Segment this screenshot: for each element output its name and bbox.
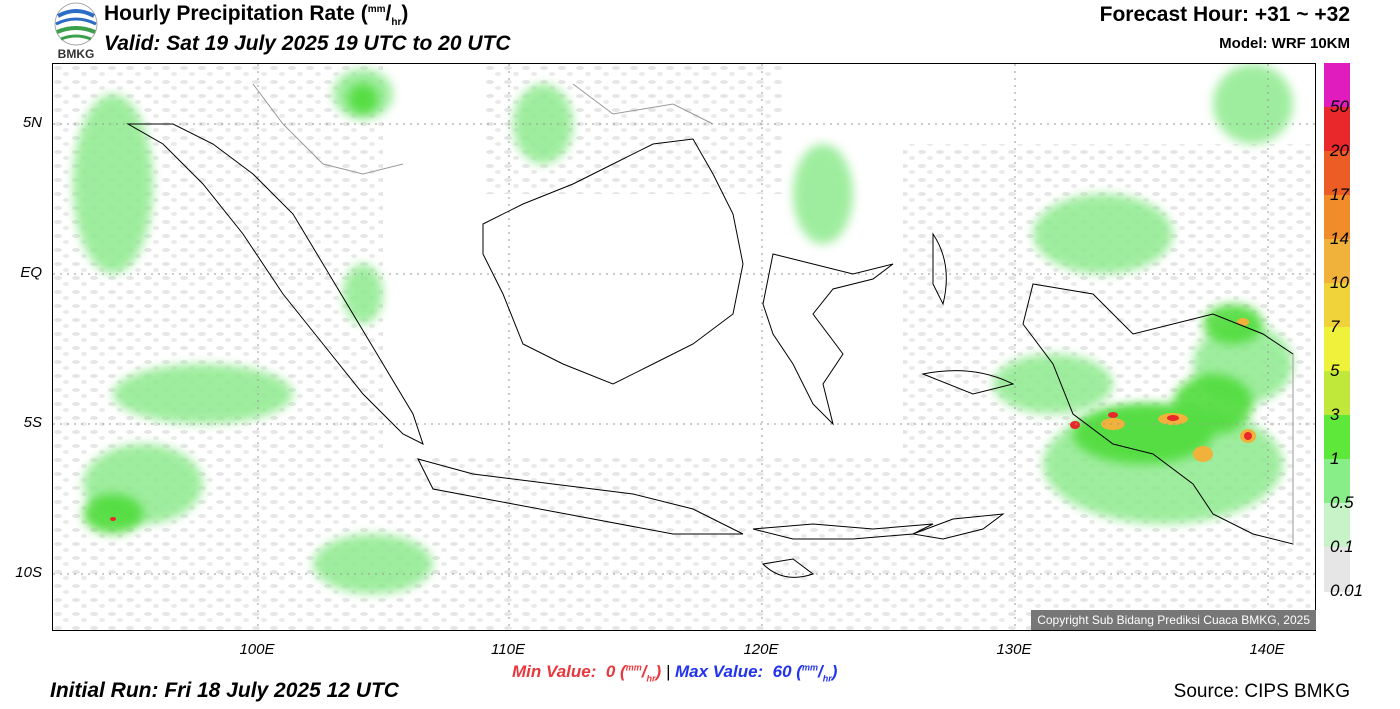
max-value: Max Value: 60 (mm/hr)	[675, 662, 838, 684]
copyright-notice: Copyright Sub Bidang Prediksi Cuaca BMKG…	[1031, 610, 1316, 630]
colorbar-segment	[1324, 283, 1350, 328]
colorbar-label: 14	[1330, 229, 1349, 248]
page-title: Hourly Precipitation Rate (mm/hr)	[104, 2, 409, 29]
bmkg-logo: BMKG	[52, 2, 100, 61]
lon-label-140e: 140E	[1249, 641, 1285, 658]
lon-label-120e: 120E	[743, 641, 779, 658]
colorbar-label: 5	[1330, 361, 1340, 380]
colorbar-label: 10	[1330, 273, 1349, 292]
colorbar-segment	[1324, 107, 1350, 152]
drizzle-field	[53, 64, 1315, 630]
lat-label-eq: EQ	[20, 264, 42, 281]
initial-run: Initial Run: Fri 18 July 2025 12 UTC	[50, 679, 399, 702]
lon-label-110e: 110E	[491, 641, 525, 658]
colorbar-segment	[1324, 327, 1350, 372]
map-canvas	[53, 64, 1315, 630]
colorbar-label: 0.1	[1330, 537, 1354, 556]
colorbar-segment	[1324, 195, 1350, 240]
precipitation-map	[52, 63, 1316, 631]
valid-time: Valid: Sat 19 July 2025 19 UTC to 20 UTC	[104, 32, 511, 55]
lat-label-10s: 10S	[15, 564, 42, 581]
colorbar-label: 3	[1330, 405, 1340, 424]
precip-intense	[110, 412, 1252, 521]
lon-label-130e: 130E	[996, 641, 1032, 658]
colorbar-segment	[1324, 459, 1350, 504]
colorbar-label: 0.5	[1330, 493, 1354, 512]
colorbar-segment	[1324, 503, 1350, 548]
colorbar-label: 0.01	[1330, 581, 1364, 600]
lat-lon-grid	[53, 64, 1315, 630]
colorbar-segment	[1324, 63, 1350, 108]
colorbar-segment	[1324, 151, 1350, 196]
borders	[252, 83, 1294, 544]
colorbar-label: 20	[1330, 141, 1349, 160]
colorbar-label: 1	[1330, 449, 1340, 468]
colorbar-segment	[1324, 239, 1350, 284]
colorbar-label: 7	[1330, 317, 1340, 336]
colorbar-label: 50	[1330, 97, 1349, 116]
model-name: Model: WRF 10KM	[1219, 35, 1350, 52]
min-max-values: Min Value: 0 (mm/hr) | Max Value: 60 (mm…	[512, 662, 838, 684]
colorbar-segment	[1324, 371, 1350, 416]
source-label: Source: CIPS BMKG	[1173, 681, 1350, 702]
coastlines	[126, 123, 1294, 578]
colorbar-segment	[1324, 415, 1350, 460]
colorbar-label: 17	[1330, 185, 1349, 204]
lat-label-5s: 5S	[23, 414, 42, 431]
forecast-hour: Forecast Hour: +31 ~ +32	[1099, 3, 1350, 26]
colorbar-segment	[1324, 547, 1350, 592]
min-value: Min Value: 0 (mm/hr)	[512, 662, 662, 684]
colorbar	[1324, 63, 1350, 592]
lon-label-100e: 100E	[239, 641, 275, 658]
lat-label-5n: 5N	[22, 114, 42, 131]
svg-text:BMKG: BMKG	[58, 47, 95, 60]
